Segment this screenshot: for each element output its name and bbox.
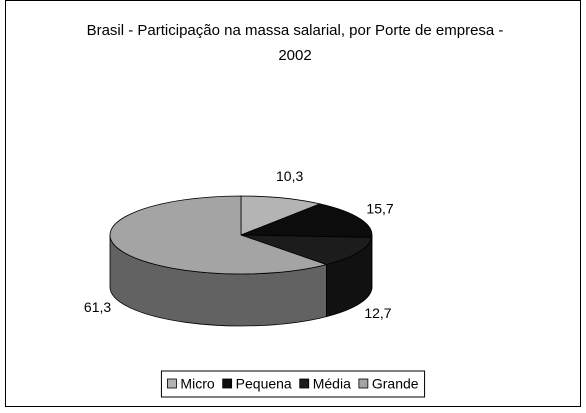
legend-label: Grande <box>372 376 419 392</box>
pie-slice <box>240 234 373 265</box>
legend-swatch <box>222 378 233 389</box>
pie-slice <box>109 195 328 275</box>
legend-box <box>160 370 426 398</box>
legend-label: Pequena <box>236 376 292 392</box>
data-label: 61,3 <box>84 299 111 315</box>
data-label: 15,7 <box>366 200 393 216</box>
legend-label: Micro <box>180 376 214 392</box>
legend-swatch <box>358 378 369 389</box>
data-label: 10,3 <box>276 168 303 184</box>
legend-label: Média <box>313 376 351 392</box>
legend-swatch <box>299 378 310 389</box>
pie-slice <box>240 203 373 238</box>
chart-title: Brasil - Participação na massa salarial,… <box>86 22 504 64</box>
legend: Micro Pequena Média Grande <box>160 370 426 398</box>
legend-swatch <box>167 378 177 389</box>
pie-slice <box>240 195 322 236</box>
data-label: 12,7 <box>364 305 391 321</box>
